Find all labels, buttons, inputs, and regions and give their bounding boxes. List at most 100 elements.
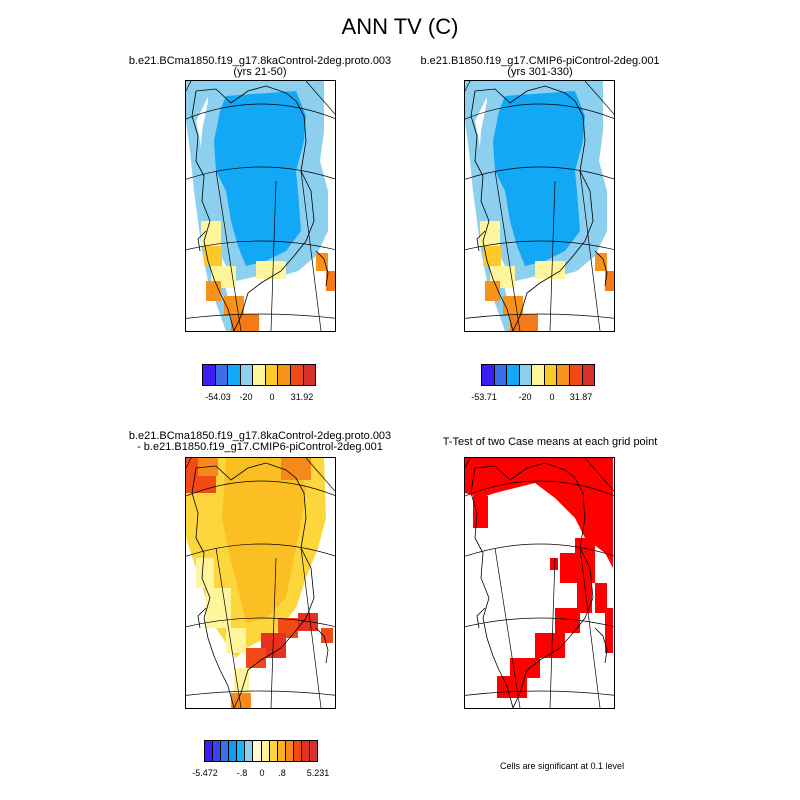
map2-west-cell-2	[483, 246, 501, 266]
map1-coastline	[191, 85, 329, 331]
map2-east-cell-2	[605, 271, 614, 291]
map2-west-shelf	[465, 81, 515, 331]
map3-svg	[186, 458, 335, 708]
map1-east-cell-2	[326, 271, 335, 291]
cb1-swatch-7	[290, 365, 304, 385]
map1-graticule	[186, 81, 335, 331]
cb3-swatch-10	[285, 741, 294, 761]
figure-title: ANN TV (C)	[341, 14, 459, 39]
map2-inner-field	[493, 91, 585, 266]
map2-east-cell-1	[595, 253, 607, 271]
map3-west-cell-1	[196, 558, 214, 588]
map3-inner-field	[222, 458, 306, 623]
cb3-swatch-9	[277, 741, 286, 761]
colorbar-3-label-zero: 0	[259, 768, 265, 778]
map2-south-cell-1	[535, 261, 565, 279]
panel-2-title-line2: (yrs 301-330)	[507, 66, 573, 78]
map4-east-cell-2	[605, 608, 613, 653]
panel-1-title: b.e21.BCma1850.f19_g17.8kaControl-2deg.p…	[100, 56, 420, 78]
cb3-swatch-1	[213, 741, 222, 761]
map4-south-cell-2	[497, 676, 527, 698]
colorbar-3-label-min: -5.472	[192, 768, 218, 778]
map1-east-cell-1	[316, 253, 328, 271]
cb2-swatch-7	[569, 365, 583, 385]
colorbar-2-label-min: -53.71	[471, 392, 497, 402]
panel-2-title-line1: b.e21.B1850.f19_g17.CMIP6-piControl-2deg…	[420, 55, 660, 67]
cb2-swatch-2	[507, 365, 520, 385]
map4-graticule	[465, 458, 614, 708]
map2-coastline	[470, 85, 608, 331]
map2-graticule	[465, 81, 614, 331]
colorbar-3	[204, 740, 318, 762]
map3-coastline	[191, 462, 329, 708]
map1-west-cell-2	[204, 246, 222, 266]
colorbar-1-label-zero: 0	[269, 392, 275, 402]
map3-west-cell-2	[206, 588, 231, 628]
cb1-swatch-5	[265, 365, 279, 385]
cb2-swatch-8	[582, 365, 595, 385]
map1-west-shelf	[186, 81, 236, 331]
cb3-swatch-6	[253, 741, 262, 761]
colorbar-1-label-min: -54.03	[205, 392, 231, 402]
map3-east-cell-1	[298, 613, 318, 631]
map-panel-3	[185, 457, 336, 709]
map4-coastline	[470, 462, 608, 708]
map1-south-cell-1	[256, 261, 286, 279]
cb1-swatch-1	[215, 365, 229, 385]
cb2-swatch-0	[482, 365, 495, 385]
cb1-swatch-4	[253, 365, 266, 385]
cb3-swatch-5	[245, 741, 254, 761]
cb1-swatch-3	[240, 365, 254, 385]
cb3-swatch-2	[221, 741, 230, 761]
map2-svg	[465, 81, 614, 331]
map4-svg	[465, 458, 614, 708]
map2-west-cell-1	[480, 221, 500, 246]
colorbar-2	[481, 364, 595, 386]
cb2-swatch-6	[557, 365, 570, 385]
cb2-swatch-5	[544, 365, 558, 385]
colorbar-1-label-max: 31.92	[290, 392, 314, 402]
cb2-swatch-4	[532, 365, 545, 385]
map-panel-1	[185, 80, 336, 332]
map2-south-cell-3	[510, 314, 538, 331]
cb3-swatch-13	[310, 741, 318, 761]
map4-east-band-3	[577, 583, 592, 613]
cb3-swatch-4	[237, 741, 246, 761]
map1-south-cell-3	[231, 314, 259, 331]
cb3-swatch-8	[269, 741, 278, 761]
panel-2-title: b.e21.B1850.f19_g17.CMIP6-piControl-2deg…	[380, 56, 700, 78]
colorbar-2-label-max: 31.87	[569, 392, 593, 402]
panel-1-title-line2: (yrs 21-50)	[233, 66, 287, 78]
map3-south-cell-1	[226, 628, 246, 653]
cb1-swatch-6	[278, 365, 291, 385]
cb2-swatch-1	[494, 365, 508, 385]
map3-north-cell	[281, 458, 311, 480]
map4-south-cell-1	[510, 658, 540, 678]
colorbar-2-label-neg20: -20	[518, 392, 532, 402]
map3-southeast-cell-3	[246, 648, 266, 668]
map1-west-cell-1	[201, 221, 221, 246]
map-panel-4	[464, 457, 615, 709]
map3-east-cell-2	[321, 628, 333, 643]
significance-note: Cells are significant at 0.1 level	[500, 761, 625, 771]
panel-4-title-line1: T-Test of two Case means at each grid po…	[442, 436, 658, 448]
panel-3-title-line2: - b.e21.B1850.f19_g17.CMIP6-piControl-2d…	[137, 441, 383, 453]
map4-west-cell	[473, 496, 488, 528]
map-panel-2	[464, 80, 615, 332]
cb3-swatch-0	[205, 741, 214, 761]
cb1-swatch-2	[228, 365, 241, 385]
colorbar-2-label-zero: 0	[549, 392, 555, 402]
map3-graticule	[186, 458, 335, 708]
panel-3-title-line1: b.e21.BCma1850.f19_g17.8kaControl-2deg.p…	[128, 430, 392, 442]
map4-interior-cell	[550, 558, 558, 570]
cb3-swatch-11	[293, 741, 302, 761]
map1-inner-field	[214, 91, 306, 266]
colorbar-1	[202, 364, 316, 386]
cb3-swatch-12	[301, 741, 311, 761]
cb2-swatch-3	[519, 365, 533, 385]
cb1-swatch-0	[203, 365, 216, 385]
colorbar-3-label-pos08: .8	[278, 768, 286, 778]
cb3-swatch-3	[229, 741, 238, 761]
panel-4-title: T-Test of two Case means at each grid po…	[390, 437, 710, 448]
map1-svg	[186, 81, 335, 331]
